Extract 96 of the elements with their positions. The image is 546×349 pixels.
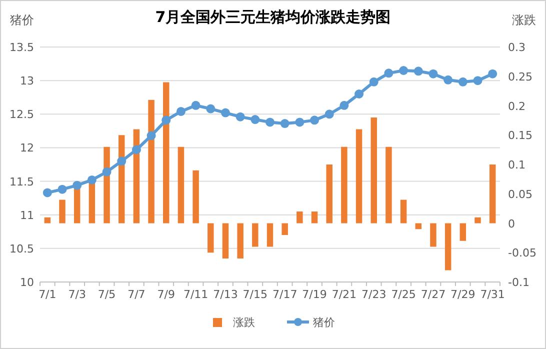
y2-tick-label: 0.1	[508, 158, 526, 172]
point	[191, 100, 200, 110]
bar	[415, 223, 422, 230]
bar	[59, 200, 66, 224]
x-tick-label: 7/23	[362, 288, 386, 301]
x-tick-label: 7/29	[450, 288, 476, 301]
bar	[192, 170, 199, 224]
bar	[489, 164, 496, 224]
y2-axis-title: 涨跌	[512, 13, 536, 27]
bar	[163, 82, 170, 224]
point	[146, 131, 156, 140]
x-tick-label: 7/13	[213, 288, 238, 301]
y2-tick-label: 0.3	[508, 41, 526, 54]
point	[399, 66, 408, 75]
point	[473, 76, 482, 86]
point	[58, 184, 67, 194]
point	[266, 118, 274, 127]
bar	[430, 223, 436, 247]
point	[102, 167, 112, 176]
y-axis-title: 猪价	[10, 13, 34, 27]
point	[280, 119, 290, 128]
point	[117, 156, 126, 166]
point	[162, 116, 171, 125]
y-tick-label: 10.5	[10, 242, 34, 256]
point	[354, 90, 364, 98]
bar	[386, 146, 392, 224]
y2-tick-label: 0.05	[508, 188, 532, 201]
x-tick-label: 7/31	[480, 288, 505, 301]
x-tick-label: 7/9	[157, 288, 175, 301]
bar	[341, 146, 348, 224]
point	[42, 188, 52, 198]
point	[220, 108, 230, 118]
bar	[222, 223, 229, 258]
bar	[296, 212, 303, 224]
y-tick-label: 13	[20, 74, 34, 88]
bar	[444, 223, 452, 270]
bar	[474, 217, 481, 224]
point	[340, 100, 349, 110]
bar	[208, 223, 214, 253]
point	[458, 77, 468, 86]
point	[295, 118, 304, 127]
x-tick-label: 7/15	[242, 288, 268, 301]
bar	[460, 223, 466, 241]
point	[444, 75, 453, 84]
point	[384, 68, 394, 78]
x-tick-label: 7/3	[68, 288, 86, 301]
bar	[237, 223, 244, 258]
x-tick-label: 7/1	[38, 288, 56, 301]
point	[369, 77, 378, 86]
bar	[88, 182, 96, 224]
point	[132, 145, 141, 154]
y2-tick-label: -0.05	[508, 246, 536, 260]
y2-tick-label: 0.25	[508, 70, 532, 84]
point	[236, 112, 245, 122]
bar	[148, 100, 154, 224]
y2-tick-label: 0	[508, 217, 515, 230]
y-tick-label: 11.5	[10, 175, 34, 188]
bar	[252, 223, 258, 247]
bar	[311, 212, 318, 224]
point	[428, 69, 438, 78]
x-tick-label: 7/5	[98, 288, 116, 301]
legend-label: 猪价	[313, 316, 335, 329]
point	[310, 116, 320, 125]
y2-tick-label: -0.1	[508, 276, 530, 289]
point	[324, 110, 334, 119]
bar	[282, 223, 288, 235]
bar	[370, 118, 377, 224]
point	[87, 175, 96, 184]
y-tick-label: 10	[20, 276, 34, 289]
point	[72, 180, 82, 190]
bar	[266, 223, 274, 247]
x-tick-label: 7/21	[332, 288, 357, 301]
x-tick-label: 7/17	[272, 288, 298, 301]
bar	[400, 200, 407, 224]
bar	[326, 164, 332, 224]
legend-label: 涨跌	[233, 316, 255, 329]
bar	[44, 217, 51, 224]
y2-tick-label: 0.2	[508, 100, 526, 113]
y-tick-label: 11	[20, 208, 34, 222]
point	[206, 104, 216, 114]
point	[414, 66, 423, 76]
point	[488, 69, 498, 78]
point	[176, 106, 186, 116]
chart-title: 7月全国外三元生猪均价涨跌走势图	[155, 8, 391, 26]
x-tick-label: 7/7	[128, 288, 146, 301]
bar	[356, 129, 362, 224]
bar	[178, 146, 184, 224]
x-tick-label: 7/11	[183, 288, 208, 301]
y-tick-label: 13.5	[10, 41, 34, 54]
x-tick-label: 7/27	[420, 288, 446, 301]
y-tick-label: 12.5	[10, 108, 34, 122]
y-tick-label: 12	[20, 142, 34, 155]
point	[250, 115, 260, 124]
y2-tick-label: 0.15	[508, 129, 532, 142]
x-tick-label: 7/19	[302, 288, 327, 301]
x-tick-label: 7/25	[391, 288, 416, 301]
